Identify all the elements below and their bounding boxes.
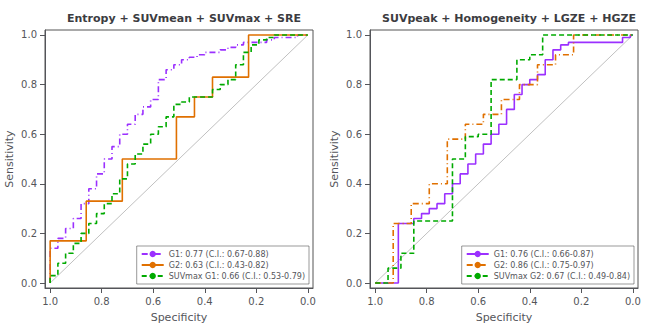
- svg-text:G1: 0.76 (C.I.: 0.66-0.87): G1: 0.76 (C.I.: 0.66-0.87): [494, 250, 594, 259]
- svg-text:Specificity: Specificity: [476, 311, 533, 324]
- svg-text:Sensitivity: Sensitivity: [3, 130, 16, 188]
- svg-text:0.8: 0.8: [94, 296, 110, 307]
- svg-text:Entropy + SUVmean + SUVmax + S: Entropy + SUVmean + SUVmax + SRE: [67, 12, 301, 25]
- svg-text:1.0: 1.0: [42, 296, 58, 307]
- svg-text:SUVmax G2: 0.67 (C.I.: 0.49-0.: SUVmax G2: 0.67 (C.I.: 0.49-0.84): [494, 272, 630, 281]
- svg-text:0.0: 0.0: [21, 278, 37, 289]
- svg-text:1.0: 1.0: [346, 29, 362, 40]
- svg-text:G2: 0.86 (C.I.: 0.75-0.97): G2: 0.86 (C.I.: 0.75-0.97): [494, 261, 594, 270]
- svg-text:0.4: 0.4: [346, 178, 362, 189]
- svg-text:0.4: 0.4: [197, 296, 213, 307]
- svg-text:0.6: 0.6: [470, 296, 486, 307]
- svg-text:0.2: 0.2: [248, 296, 264, 307]
- svg-text:0.2: 0.2: [21, 228, 37, 239]
- svg-text:G1: 0.77 (C.I.: 0.67-0.88): G1: 0.77 (C.I.: 0.67-0.88): [169, 250, 269, 259]
- svg-text:SUVmax G1: 0.66 (C.I.: 0.53-0.: SUVmax G1: 0.66 (C.I.: 0.53-0.79): [169, 272, 305, 281]
- svg-text:0.0: 0.0: [625, 296, 641, 307]
- svg-text:1.0: 1.0: [21, 29, 37, 40]
- svg-text:0.0: 0.0: [300, 296, 316, 307]
- svg-text:1.0: 1.0: [367, 296, 383, 307]
- svg-text:0.4: 0.4: [21, 178, 37, 189]
- svg-text:0.0: 0.0: [346, 278, 362, 289]
- svg-text:0.8: 0.8: [21, 79, 37, 90]
- svg-text:Sensitivity: Sensitivity: [328, 130, 341, 188]
- svg-text:0.6: 0.6: [346, 129, 362, 140]
- svg-text:0.8: 0.8: [346, 79, 362, 90]
- svg-text:0.4: 0.4: [522, 296, 538, 307]
- svg-text:G2: 0.63 (C.I.: 0.43-0.82): G2: 0.63 (C.I.: 0.43-0.82): [169, 261, 269, 270]
- svg-text:0.2: 0.2: [573, 296, 589, 307]
- svg-text:0.2: 0.2: [346, 228, 362, 239]
- svg-text:Specificity: Specificity: [151, 311, 208, 324]
- svg-text:0.8: 0.8: [419, 296, 435, 307]
- svg-text:SUVpeak + Homogeneity + LGZE +: SUVpeak + Homogeneity + LGZE + HGZE: [382, 12, 636, 25]
- svg-text:0.6: 0.6: [145, 296, 161, 307]
- svg-text:0.6: 0.6: [21, 129, 37, 140]
